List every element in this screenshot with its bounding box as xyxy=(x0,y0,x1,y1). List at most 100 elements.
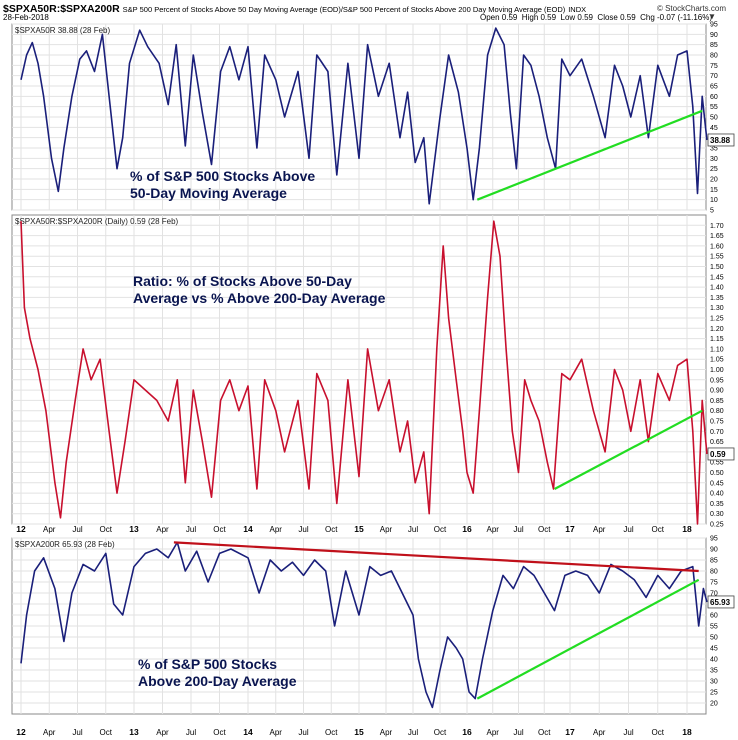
y-tick-label: 95 xyxy=(710,536,718,543)
x-year-label: 16 xyxy=(462,524,472,534)
x-year-label: 16 xyxy=(462,727,472,737)
exchange-text: INDX xyxy=(568,5,587,14)
y-tick-label: 75 xyxy=(710,63,718,70)
y-tick-label: 75 xyxy=(710,580,718,587)
y-tick-label: 95 xyxy=(710,22,718,29)
x-month-label: Oct xyxy=(652,525,665,534)
x-year-label: 18 xyxy=(682,727,692,737)
header-symbol: $SPXA50R:$SPXA200R S&P 500 Percent of St… xyxy=(3,3,586,15)
x-month-label: Jul xyxy=(513,728,523,737)
y-tick-label: 85 xyxy=(710,558,718,565)
x-year-label: 14 xyxy=(243,524,253,534)
y-tick-label: 1.10 xyxy=(710,346,724,353)
x-year-label: 15 xyxy=(354,524,364,534)
x-month-label: Oct xyxy=(100,728,113,737)
y-tick-label: 1.35 xyxy=(710,295,724,302)
x-year-label: 14 xyxy=(243,727,253,737)
y-tick-label: 80 xyxy=(710,569,718,576)
y-tick-label: 0.55 xyxy=(710,460,724,467)
y-tick-label: 55 xyxy=(710,104,718,111)
annotation-text: Average vs % Above 200-Day Average xyxy=(133,290,386,306)
y-tick-label: 90 xyxy=(710,547,718,554)
y-tick-label: 1.55 xyxy=(710,254,724,261)
x-month-label: Jul xyxy=(623,728,633,737)
y-tick-label: 1.50 xyxy=(710,264,724,271)
last-value-box xyxy=(707,447,735,461)
y-tick-label: 1.60 xyxy=(710,243,724,250)
x-year-label: 17 xyxy=(565,727,575,737)
last-value-label: 0.59 xyxy=(710,450,726,459)
trendline xyxy=(476,578,700,700)
x-month-label: Oct xyxy=(100,525,113,534)
series-line-3 xyxy=(20,541,708,709)
trendline xyxy=(554,409,703,490)
x-month-label: Oct xyxy=(325,728,338,737)
y-tick-label: 45 xyxy=(710,646,718,653)
panel-label-2: $SPXA50R:$SPXA200R (Daily) 0.59 (28 Feb) xyxy=(15,217,179,226)
y-tick-label: 0.85 xyxy=(710,398,724,405)
y-tick-label: 50 xyxy=(710,635,718,642)
y-tick-label: 1.20 xyxy=(710,326,724,333)
y-tick-label: 30 xyxy=(710,156,718,163)
x-month-label: Oct xyxy=(325,525,338,534)
y-tick-label: 1.15 xyxy=(710,336,724,343)
x-month-label: Oct xyxy=(538,525,551,534)
y-tick-label: 1.30 xyxy=(710,305,724,312)
last-value-box xyxy=(707,595,735,609)
trendline xyxy=(476,109,703,201)
last-value-box xyxy=(707,133,735,147)
annotation-text: % of S&P 500 Stocks Above xyxy=(130,168,315,184)
x-month-label: Jul xyxy=(298,525,308,534)
y-tick-label: 0.35 xyxy=(710,501,724,508)
x-month-label: Oct xyxy=(434,525,447,534)
x-year-label: 12 xyxy=(16,524,26,534)
y-tick-label: 1.05 xyxy=(710,357,724,364)
y-tick-label: 50 xyxy=(710,115,718,122)
x-month-label: Apr xyxy=(487,525,500,534)
y-tick-label: 35 xyxy=(710,668,718,675)
y-tick-label: 0.65 xyxy=(710,439,724,446)
annotation-text: Ratio: % of Stocks Above 50-Day xyxy=(133,273,352,289)
annotation-text: % of S&P 500 Stocks xyxy=(138,656,277,672)
y-tick-label: 0.45 xyxy=(710,480,724,487)
x-month-label: Apr xyxy=(156,728,169,737)
y-tick-label: 70 xyxy=(710,591,718,598)
y-tick-label: 5 xyxy=(710,208,714,215)
x-month-label: Oct xyxy=(213,525,226,534)
panel-label-3: $SPXA200R 65.93 (28 Feb) xyxy=(15,540,115,549)
last-value-label: 65.93 xyxy=(710,598,731,607)
x-month-label: Apr xyxy=(156,525,169,534)
x-month-label: Jul xyxy=(298,728,308,737)
series-line-2 xyxy=(20,220,708,525)
y-tick-label: 65 xyxy=(710,84,718,91)
y-tick-label: 20 xyxy=(710,177,718,184)
x-month-label: Jul xyxy=(72,728,82,737)
y-tick-label: 25 xyxy=(710,166,718,173)
x-month-label: Oct xyxy=(538,728,551,737)
x-month-label: Apr xyxy=(380,728,393,737)
y-tick-label: 45 xyxy=(710,125,718,132)
ohlc-text: Open 0.59 High 0.59 Low 0.59 Close 0.59 … xyxy=(480,13,712,22)
x-year-label: 17 xyxy=(565,524,575,534)
y-tick-label: 0.75 xyxy=(710,419,724,426)
y-tick-label: 1.25 xyxy=(710,316,724,323)
y-tick-label: 0.70 xyxy=(710,429,724,436)
y-tick-label: 80 xyxy=(710,53,718,60)
symbol-text: $SPXA50R:$SPXA200R xyxy=(3,3,120,15)
x-month-label: Apr xyxy=(270,728,283,737)
y-tick-label: 0.90 xyxy=(710,388,724,395)
x-month-label: Jul xyxy=(513,525,523,534)
y-tick-label: 60 xyxy=(710,613,718,620)
date-text: 28-Feb-2018 xyxy=(3,13,49,22)
scroll-marker-icon[interactable]: ▼ xyxy=(708,12,716,21)
y-tick-label: 30 xyxy=(710,679,718,686)
y-tick-label: 0.95 xyxy=(710,377,724,384)
y-tick-label: 1.00 xyxy=(710,367,724,374)
trendline xyxy=(173,541,699,573)
y-tick-label: 20 xyxy=(710,701,718,708)
y-tick-label: 0.50 xyxy=(710,470,724,477)
y-tick-label: 35 xyxy=(710,146,718,153)
x-year-label: 15 xyxy=(354,727,364,737)
y-tick-label: 15 xyxy=(710,187,718,194)
